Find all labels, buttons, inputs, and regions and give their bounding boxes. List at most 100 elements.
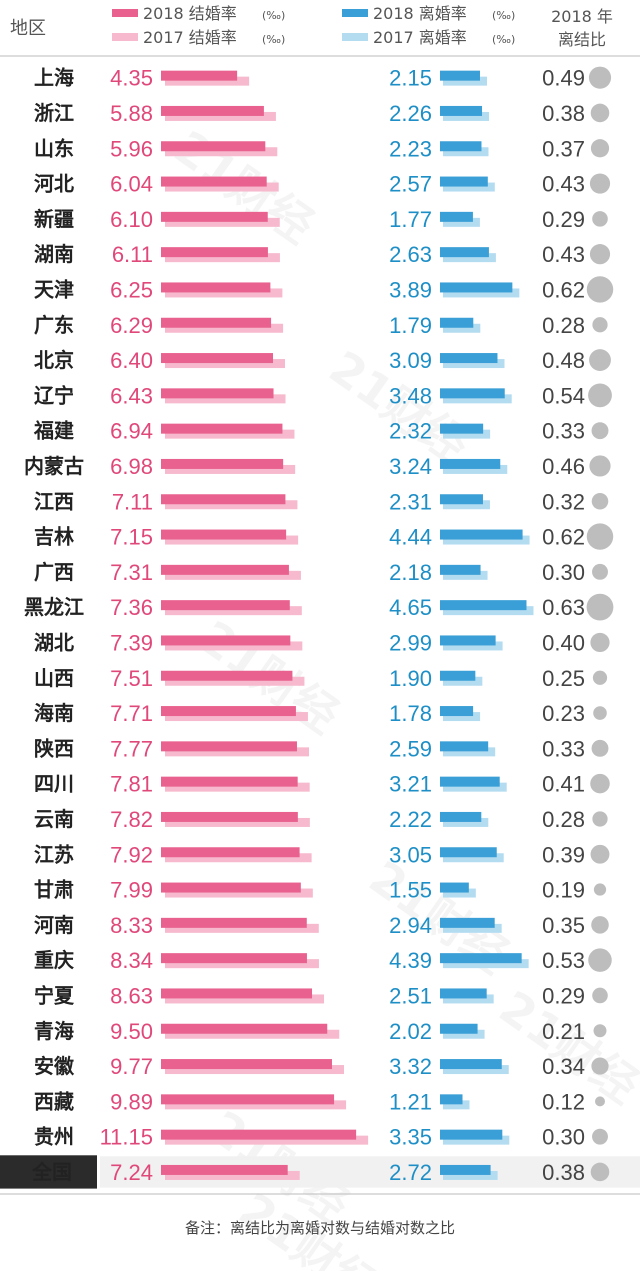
region-label: 宁夏 bbox=[34, 983, 75, 1007]
legend-marriage-2017-unit: (‰) bbox=[262, 33, 285, 46]
region-header: 地区 bbox=[10, 18, 46, 39]
divorce-2017-bar bbox=[443, 1135, 510, 1145]
divorce-value-label: 3.24 bbox=[389, 454, 432, 479]
ratio-value-label: 0.34 bbox=[542, 1054, 585, 1079]
divorce-value-label: 1.55 bbox=[389, 878, 432, 903]
ratio-value-label: 0.39 bbox=[542, 842, 585, 867]
marriage-2018-bar bbox=[161, 635, 291, 646]
divorce-2018-bar bbox=[440, 176, 488, 187]
divorce-2017-bar bbox=[443, 323, 481, 333]
marriage-value-label: 7.31 bbox=[110, 560, 153, 585]
marriage-value-label: 7.77 bbox=[110, 736, 153, 761]
divorce-value-label: 2.15 bbox=[389, 66, 432, 91]
divorce-value-label: 2.57 bbox=[389, 172, 432, 197]
region-label: 广西 bbox=[34, 560, 74, 584]
row-national: 全国 7.24 2.72 0.38 bbox=[0, 1155, 640, 1189]
legend-marriage-2017-swatch bbox=[112, 33, 138, 41]
marriage-2018-bar bbox=[161, 176, 267, 187]
marriage-2018-bar bbox=[161, 247, 268, 258]
ratio-value-label: 0.29 bbox=[542, 983, 585, 1008]
divorce-2018-bar bbox=[440, 811, 482, 822]
marriage-2017-bar bbox=[165, 288, 283, 298]
divorce-2017-bar bbox=[443, 111, 490, 121]
region-label: 山东 bbox=[34, 136, 74, 160]
ratio-dot bbox=[591, 422, 609, 440]
divorce-2018-bar bbox=[440, 211, 473, 222]
divorce-2017-bar bbox=[443, 1170, 498, 1180]
national-label-bg bbox=[0, 1155, 97, 1189]
row-2: 山东 5.96 2.23 0.37 bbox=[34, 136, 610, 161]
row-18: 海南 7.71 1.78 0.23 bbox=[34, 701, 607, 726]
row-4: 新疆 6.10 1.77 0.29 bbox=[34, 207, 608, 232]
region-label: 重庆 bbox=[34, 948, 74, 972]
region-label: 湖北 bbox=[34, 630, 74, 654]
ratio-dot bbox=[591, 916, 609, 934]
region-label: 辽宁 bbox=[34, 383, 74, 407]
divorce-2018-bar bbox=[440, 423, 484, 434]
marriage-value-label: 6.04 bbox=[110, 172, 153, 197]
divorce-value-label: 2.22 bbox=[389, 807, 432, 832]
footnote: 备注：离结比为离婚对数与结婚对数之比 bbox=[185, 1219, 455, 1237]
ratio-dot bbox=[593, 883, 607, 896]
ratio-value-label: 0.28 bbox=[542, 807, 585, 832]
marriage-2018-bar bbox=[161, 600, 290, 611]
divorce-value-label: 4.44 bbox=[389, 525, 432, 550]
marriage-value-label: 6.25 bbox=[110, 277, 153, 302]
divorce-2018-bar bbox=[440, 600, 527, 611]
ratio-value-label: 0.30 bbox=[542, 1125, 585, 1150]
marriage-2017-bar bbox=[165, 1135, 369, 1145]
ratio-dot bbox=[586, 523, 614, 550]
divorce-2018-bar bbox=[440, 1059, 502, 1070]
marriage-value-label: 9.89 bbox=[110, 1089, 153, 1114]
region-label: 陕西 bbox=[34, 736, 74, 760]
marriage-2017-bar bbox=[165, 747, 309, 757]
marriage-2018-bar bbox=[161, 282, 271, 293]
ratio-value-label: 0.43 bbox=[542, 242, 585, 267]
divorce-2018-bar bbox=[440, 105, 483, 116]
ratio-value-label: 0.23 bbox=[542, 701, 585, 726]
ratio-dot bbox=[592, 1128, 608, 1145]
marriage-value-label: 8.34 bbox=[110, 948, 153, 973]
region-label: 西藏 bbox=[34, 1089, 74, 1113]
legend-marriage-2018-swatch bbox=[112, 9, 138, 17]
marriage-value-label: 11.15 bbox=[100, 1125, 153, 1150]
marriage-2017-bar bbox=[165, 111, 276, 121]
marriage-value-label: 7.11 bbox=[112, 489, 153, 514]
marriage-2017-bar bbox=[165, 500, 298, 510]
row-20: 四川 7.81 3.21 0.41 bbox=[34, 772, 610, 797]
region-label: 四川 bbox=[34, 772, 74, 796]
legend-divorce-2018-swatch bbox=[342, 9, 368, 17]
row-15: 黑龙江 7.36 4.65 0.63 bbox=[24, 593, 614, 621]
marriage-2018-bar bbox=[161, 988, 313, 999]
marriage-2017-bar bbox=[165, 641, 303, 651]
marriage-2017-bar bbox=[165, 606, 302, 616]
divorce-2018-bar bbox=[440, 1164, 491, 1175]
ratio-dot bbox=[588, 383, 612, 408]
ratio-value-label: 0.49 bbox=[542, 66, 585, 91]
ratio-dot bbox=[591, 1057, 609, 1075]
divorce-2017-bar bbox=[443, 853, 504, 863]
region-label: 北京 bbox=[34, 348, 74, 372]
ratio-value-label: 0.54 bbox=[542, 383, 585, 408]
divorce-2018-bar bbox=[440, 529, 523, 540]
divorce-2017-bar bbox=[443, 76, 487, 86]
region-label: 江苏 bbox=[34, 842, 74, 866]
divorce-2017-bar bbox=[443, 394, 512, 404]
divorce-2018-bar bbox=[440, 388, 505, 399]
ratio-dot bbox=[592, 670, 608, 685]
marriage-value-label: 7.71 bbox=[110, 701, 153, 726]
ratio-header-line2: 离结比 bbox=[558, 30, 606, 49]
divorce-2017-bar bbox=[443, 641, 503, 651]
row-22: 江苏 7.92 3.05 0.39 bbox=[34, 842, 610, 867]
divorce-value-label: 2.23 bbox=[389, 136, 432, 161]
marriage-value-label: 6.11 bbox=[112, 242, 153, 267]
marriage-value-label: 6.94 bbox=[110, 419, 153, 444]
marriage-2018-bar bbox=[161, 917, 307, 928]
marriage-2018-bar bbox=[161, 670, 293, 681]
ratio-dot bbox=[591, 739, 609, 757]
ratio-value-label: 0.53 bbox=[542, 948, 585, 973]
row-12: 江西 7.11 2.31 0.32 bbox=[34, 489, 609, 514]
marriage-value-label: 7.39 bbox=[110, 630, 153, 655]
ratio-dot bbox=[593, 1024, 607, 1038]
